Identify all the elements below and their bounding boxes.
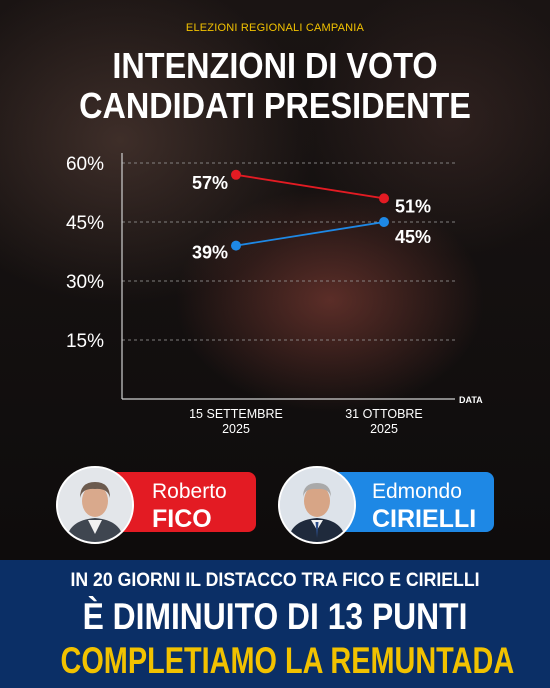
chart-series: 39% 45% 57% 51% <box>192 169 431 263</box>
y-tick-label: 45% <box>66 213 104 234</box>
y-axis-ticks: 15% 30% 45% 60% <box>66 154 104 352</box>
candidate-cirielli: Edmondo CIRIELLI <box>278 466 494 544</box>
page-title: INTENZIONI DI VOTO CANDIDATI PRESIDENTE <box>28 46 523 126</box>
data-point <box>231 169 241 180</box>
fico-first-name: Roberto <box>152 480 227 503</box>
banner-line-1: IN 20 GIORNI IL DISTACCO TRA FICO E CIRI… <box>70 570 480 591</box>
cirielli-portrait-icon <box>278 466 356 544</box>
y-tick-label: 60% <box>66 154 104 175</box>
series-line <box>235 173 385 200</box>
data-point <box>231 240 241 251</box>
kicker-label: ELEZIONI REGIONALI CAMPANIA <box>185 22 365 34</box>
banner-line-2: È DIMINUITO DI 13 PUNTI <box>82 596 468 637</box>
x-tick-label: 15 SETTEMBRE <box>189 407 283 421</box>
x-tick-label-year: 2025 <box>370 422 398 436</box>
chart-axes: DATA <box>121 153 483 405</box>
x-axis-label: DATA <box>459 395 483 405</box>
series-line <box>235 221 385 247</box>
cirielli-last-name: CIRIELLI <box>372 505 477 533</box>
banner-line-3: COMPLETIAMO LA REMUNTADA <box>60 640 515 681</box>
fico-portrait-icon <box>56 466 134 544</box>
bottom-banner: IN 20 GIORNI IL DISTACCO TRA FICO E CIRI… <box>0 560 550 688</box>
y-tick-label: 15% <box>66 331 104 352</box>
data-label: 45% <box>395 227 431 247</box>
data-label: 57% <box>192 173 228 193</box>
data-point <box>379 193 389 204</box>
x-tick-label: 31 OTTOBRE <box>345 407 423 421</box>
x-tick-label-year: 2025 <box>222 422 250 436</box>
y-tick-label: 30% <box>66 272 104 293</box>
fico-last-name: FICO <box>152 505 212 533</box>
candidate-fico: Roberto FICO <box>56 466 256 544</box>
data-label: 51% <box>395 196 431 216</box>
cirielli-first-name: Edmondo <box>372 480 462 503</box>
data-point <box>379 217 389 227</box>
chart-grid <box>122 162 455 341</box>
title-line-2: CANDIDATI PRESIDENTE <box>79 85 471 126</box>
title-line-1: INTENZIONI DI VOTO <box>112 45 438 86</box>
data-label: 39% <box>192 243 228 263</box>
